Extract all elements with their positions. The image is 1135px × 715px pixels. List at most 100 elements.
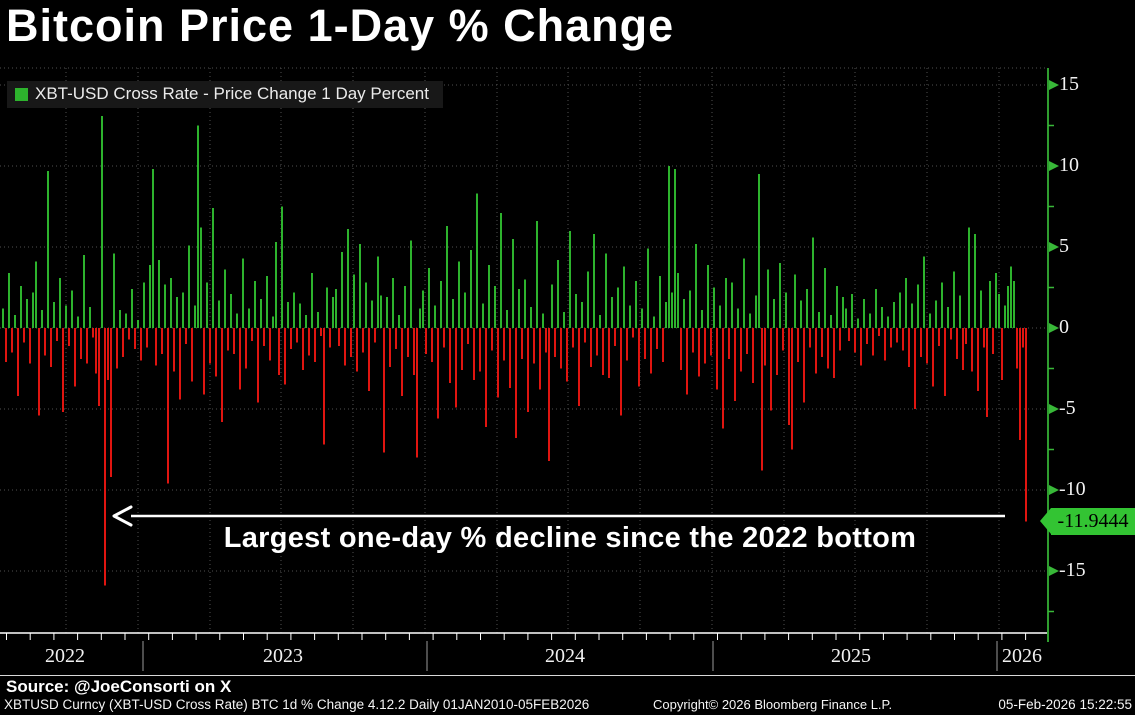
bar	[272, 316, 275, 328]
bar	[560, 328, 563, 369]
bar	[956, 328, 959, 359]
bar	[947, 306, 950, 328]
bar	[638, 328, 641, 387]
bar	[158, 259, 161, 328]
bar	[290, 328, 293, 350]
bar	[584, 328, 587, 343]
x-axis-label-2024: 2024	[545, 645, 585, 667]
bar	[674, 169, 677, 328]
bar	[299, 303, 302, 328]
bar	[167, 328, 170, 484]
bar	[449, 328, 452, 384]
bar	[668, 166, 671, 328]
bar	[122, 328, 125, 358]
bar	[218, 300, 221, 328]
bar	[1001, 328, 1004, 380]
bar	[56, 328, 59, 341]
bar	[761, 328, 764, 471]
bar	[791, 328, 794, 450]
bar	[398, 315, 401, 328]
bar	[5, 328, 8, 363]
bar	[986, 328, 989, 418]
bar	[164, 284, 167, 328]
bar	[23, 328, 26, 343]
y-axis-label-n5: -5	[1059, 397, 1076, 420]
bar	[236, 313, 239, 328]
bar	[968, 227, 971, 328]
bar	[221, 328, 224, 422]
bar	[737, 308, 740, 328]
bar	[731, 282, 734, 328]
bar	[416, 328, 419, 458]
bar	[830, 315, 833, 328]
bar	[155, 328, 158, 366]
bar	[365, 282, 368, 328]
bar	[1016, 328, 1019, 369]
bar	[467, 328, 470, 345]
bar	[443, 328, 446, 348]
bar	[65, 305, 68, 328]
bar	[788, 328, 791, 426]
bar	[89, 306, 92, 328]
bar	[326, 287, 329, 328]
bar	[533, 328, 536, 364]
bar	[824, 268, 827, 328]
bar	[713, 287, 716, 328]
bar	[125, 313, 128, 328]
bar	[278, 328, 281, 375]
bar	[590, 328, 593, 367]
bar	[329, 328, 332, 348]
bar	[599, 315, 602, 328]
bar	[695, 243, 698, 328]
bar	[497, 328, 500, 398]
bar	[362, 328, 365, 353]
bar	[635, 281, 638, 328]
bar	[266, 276, 269, 328]
bar	[332, 297, 335, 328]
bar	[935, 300, 938, 328]
bar	[974, 234, 977, 328]
bar	[317, 311, 320, 328]
x-axis-label-2022: 2022	[45, 645, 85, 667]
bar	[698, 328, 701, 377]
bar	[869, 313, 872, 328]
bar	[860, 328, 863, 366]
bar	[587, 271, 590, 328]
bar	[644, 328, 647, 359]
bar	[95, 328, 98, 374]
bar	[596, 328, 599, 356]
last-price-value: -11.9444	[1057, 510, 1129, 532]
bar	[494, 285, 497, 328]
bar	[662, 328, 665, 363]
bar	[749, 313, 752, 328]
bar	[293, 292, 296, 328]
bar	[107, 328, 110, 380]
bar	[14, 315, 17, 328]
bar	[782, 328, 785, 351]
bar	[29, 328, 32, 364]
bar	[758, 174, 761, 328]
bar	[404, 285, 407, 328]
bar	[128, 328, 131, 340]
bar	[185, 328, 188, 345]
bar	[134, 328, 137, 350]
bar	[62, 328, 65, 413]
bar	[1025, 328, 1028, 522]
bar	[716, 328, 719, 390]
x-axis-label-2026: 2026	[1002, 645, 1042, 667]
bar	[98, 328, 101, 406]
bar	[446, 225, 449, 328]
bar	[905, 277, 908, 328]
bar	[8, 272, 11, 328]
bar	[728, 328, 731, 359]
bar	[464, 292, 467, 328]
bar	[194, 305, 197, 328]
bar	[71, 290, 74, 328]
bar	[755, 295, 758, 328]
bar	[920, 328, 923, 358]
bar	[482, 303, 485, 328]
bar	[857, 318, 860, 328]
legend-item[interactable]: XBT-USD Cross Rate - Price Change 1 Day …	[7, 81, 443, 108]
bar	[983, 328, 986, 348]
